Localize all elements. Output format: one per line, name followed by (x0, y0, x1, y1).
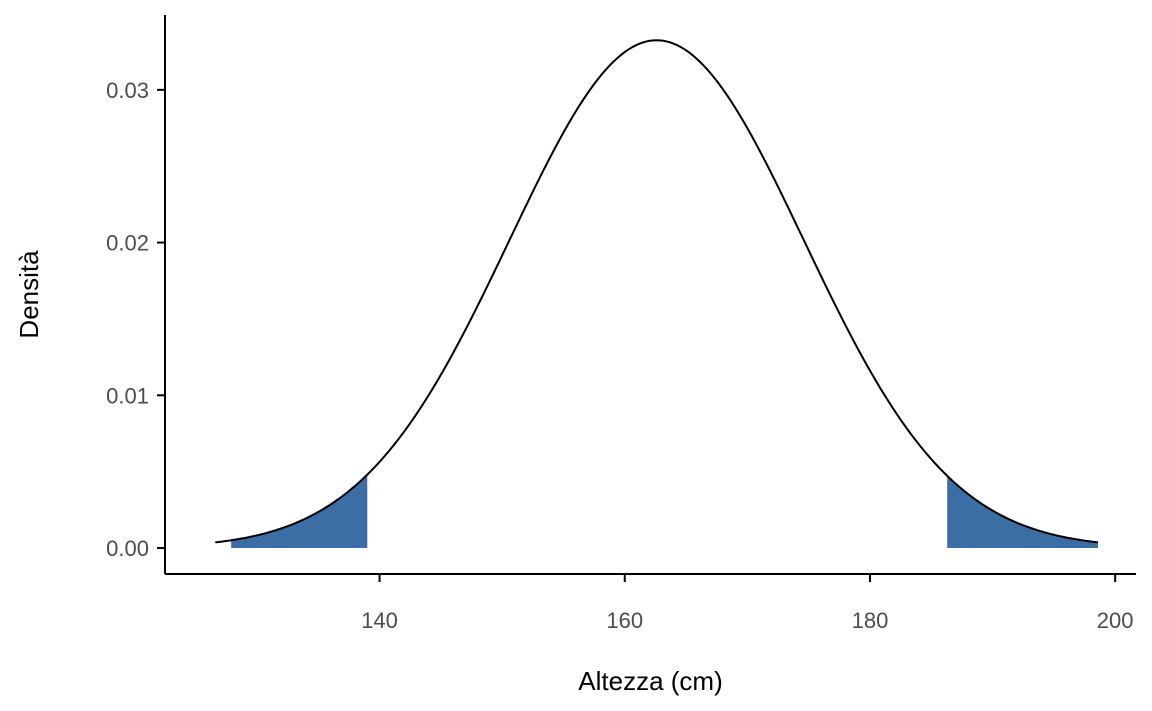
right-tail-area (947, 475, 1098, 549)
y-tick-label: 0.03 (106, 78, 149, 103)
x-axis-title: Altezza (cm) (578, 666, 722, 696)
shaded-tails (231, 474, 1098, 549)
x-axis-ticks: 140 160 180 200 (361, 574, 1134, 633)
x-tick-label: 140 (361, 608, 398, 633)
density-curve (215, 39, 1099, 544)
left-tail-area (231, 474, 368, 549)
y-tick-label: 0.01 (106, 383, 149, 408)
x-tick-label: 160 (606, 608, 643, 633)
x-tick-label: 180 (852, 608, 889, 633)
y-tick-label: 0.00 (106, 536, 149, 561)
y-tick-label: 0.02 (106, 231, 149, 256)
x-tick-label: 200 (1097, 608, 1134, 633)
y-axis-ticks: 0.00 0.01 0.02 0.03 (106, 78, 165, 561)
y-axis-title: Densità (14, 250, 44, 339)
